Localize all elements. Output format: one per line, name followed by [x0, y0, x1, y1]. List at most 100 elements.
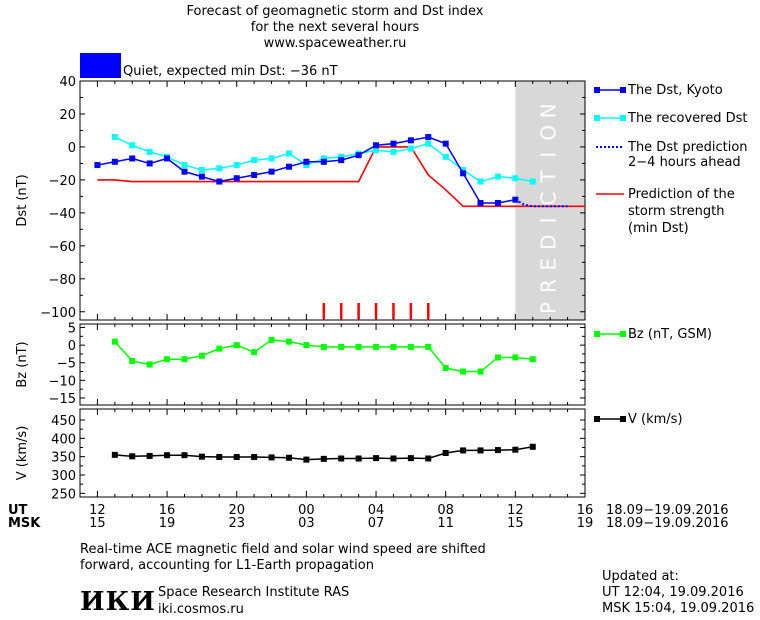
dst-recovered-point [268, 155, 275, 162]
site-link[interactable]: www.spaceweather.ru [263, 36, 407, 51]
prediction-letter: I [537, 152, 561, 158]
footer-note-2: forward, accounting for L1-Earth propaga… [80, 558, 374, 573]
dst-recovered-point [216, 165, 223, 172]
velocity-point [216, 454, 223, 461]
dst-recovered-point [390, 148, 397, 155]
prediction-letter: T [537, 170, 561, 184]
y-tick-label: −100 [40, 306, 76, 321]
dst-recovered-point [477, 178, 484, 185]
chart-title-line2: for the next several hours [250, 20, 420, 35]
bz-point [129, 357, 136, 364]
velocity-point [303, 456, 310, 463]
dst-recovered-point [338, 153, 345, 160]
msk-label: MSK [8, 516, 41, 531]
legend-dst-recovered: The recovered Dst [628, 111, 748, 126]
velocity-point [320, 455, 327, 462]
prediction-letter: E [537, 258, 561, 271]
velocity-point [460, 447, 467, 454]
y-tick-label: 450 [51, 414, 76, 429]
ut-tick-label: 16 [577, 503, 594, 518]
dst-recovered-point [425, 140, 432, 147]
bz-point [146, 361, 153, 368]
legend-v: V (km/s) [628, 412, 683, 427]
velocity-point [268, 454, 275, 461]
dst-kyoto-point [303, 158, 310, 165]
legend-dst-prediction-1: The Dst prediction [628, 140, 748, 155]
velocity-point [233, 454, 240, 461]
bz-point [164, 356, 171, 363]
msk-tick-label: 23 [228, 516, 245, 531]
dst-axis-label: Dst (nT) [15, 174, 30, 226]
bz-point [338, 343, 345, 350]
ut-tick-label: 04 [368, 503, 385, 518]
bz-point [355, 343, 362, 350]
v-axis-label: V (km/s) [15, 426, 30, 481]
velocity-point [373, 455, 380, 462]
dst-recovered-point [529, 178, 536, 185]
prediction-letter: D [537, 235, 561, 250]
velocity-legend-marker [620, 416, 626, 422]
velocity-legend-marker [594, 416, 600, 422]
bz-point [251, 349, 258, 356]
y-tick-label: −15 [49, 392, 76, 407]
dst-kyoto-point [251, 171, 258, 178]
bz-point [181, 356, 188, 363]
dst-recovered-point [251, 157, 258, 164]
legend-dst-kyoto: The Dst, Kyoto [628, 83, 723, 98]
legend-storm-2: storm strength [628, 204, 725, 219]
dst-recovered-point [198, 167, 205, 174]
y-tick-label: 250 [51, 487, 76, 502]
ut-tick-label: 12 [89, 503, 106, 518]
prediction-letter: O [537, 125, 561, 141]
velocity-point [477, 447, 484, 454]
date-range-msk: 18.09−19.09.2016 [606, 516, 729, 531]
dst-recovered-point [442, 153, 449, 160]
dst-kyoto-point [442, 140, 449, 147]
ut-tick-label: 08 [437, 503, 454, 518]
dst-kyoto-point [146, 160, 153, 167]
prediction-band [515, 81, 585, 320]
bz-point [268, 336, 275, 343]
msk-tick-label: 11 [437, 516, 454, 531]
y-tick-label: −60 [49, 240, 76, 255]
y-tick-label: −20 [49, 174, 76, 189]
velocity-point [442, 450, 449, 456]
y-tick-label: −5 [57, 357, 76, 372]
y-tick-label: −40 [49, 207, 76, 222]
bz-point [285, 338, 292, 345]
msk-tick-label: 15 [507, 516, 524, 531]
msk-tick-label: 19 [577, 516, 594, 531]
prediction-letter: C [537, 192, 561, 206]
y-tick-label: 300 [51, 469, 76, 484]
y-tick-label: 350 [51, 451, 76, 466]
bz-legend-marker [620, 331, 626, 337]
dst-recovered-point [181, 162, 188, 169]
bz-point [442, 365, 449, 372]
dst-kyoto-point [320, 158, 327, 165]
panel-frame [79, 323, 586, 406]
msk-tick-label: 15 [89, 516, 106, 531]
velocity-point [285, 454, 292, 461]
dst-recovered-legend-marker [620, 115, 626, 121]
dst-kyoto-point [198, 173, 205, 180]
dst-recovered-point [233, 162, 240, 169]
ut-label: UT [8, 503, 28, 518]
institute-name: Space Research Institute RAS [158, 585, 350, 600]
ut-tick-label: 12 [507, 503, 524, 518]
bz-legend-marker [594, 331, 600, 337]
dst-kyoto-point [338, 157, 345, 164]
panel-frame [79, 80, 586, 321]
bz-point [390, 343, 397, 350]
dst-kyoto-point [181, 168, 188, 175]
y-tick-label: −80 [49, 273, 76, 288]
velocity-point [338, 455, 345, 462]
bz-point [198, 352, 205, 359]
bz-point [216, 345, 223, 352]
msk-tick-label: 07 [368, 516, 385, 531]
institute-site[interactable]: iki.cosmos.ru [158, 602, 244, 617]
legend-bz: Bz (nT, GSM) [628, 327, 713, 342]
dst-kyoto-point [477, 199, 484, 206]
dst-recovered-point [129, 142, 136, 149]
velocity-point [425, 455, 432, 462]
dst-kyoto-point [94, 162, 101, 169]
